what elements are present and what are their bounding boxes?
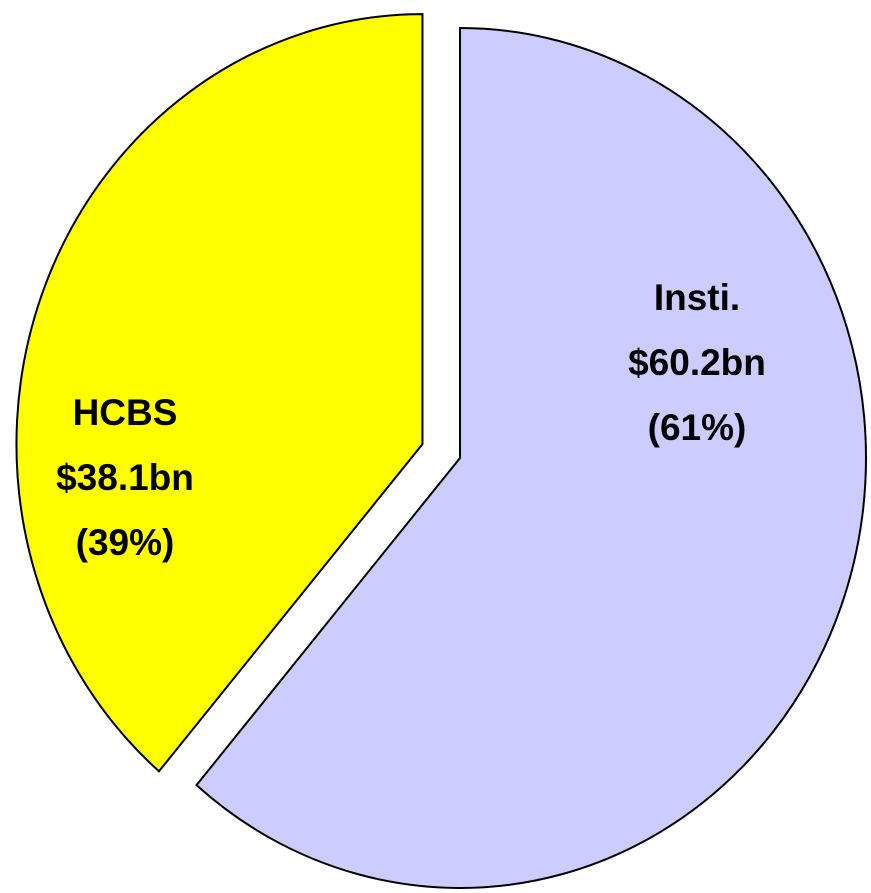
pie-slice [195, 26, 867, 889]
percent-label: (39%) [76, 522, 175, 563]
slice-label: HCBS [73, 392, 178, 433]
value-label: $60.2bn [628, 342, 766, 383]
pie-slice [15, 13, 424, 773]
percent-label: (61%) [648, 407, 747, 448]
slice-label: Insti. [654, 277, 740, 318]
value-label: $38.1bn [56, 457, 194, 498]
